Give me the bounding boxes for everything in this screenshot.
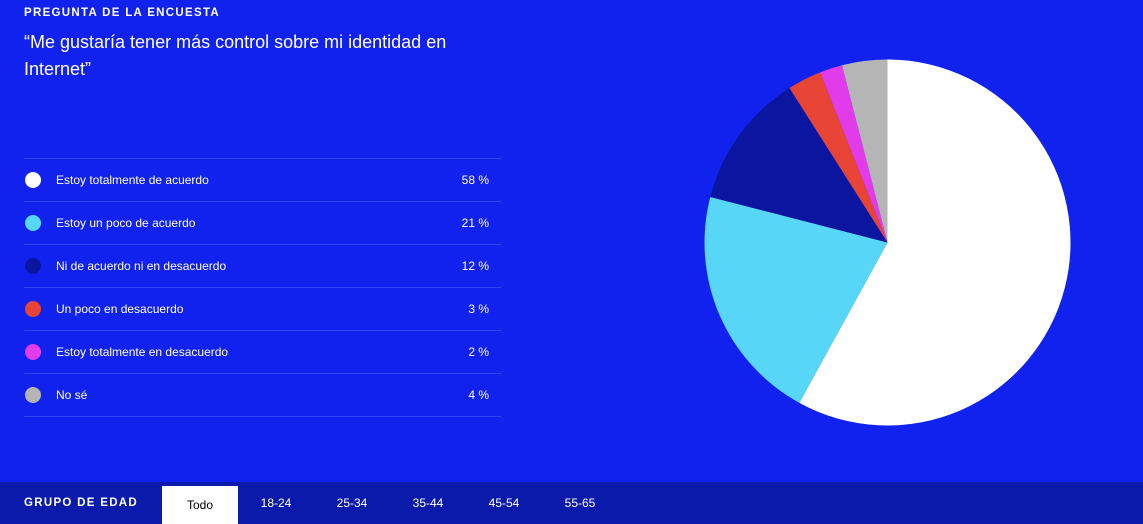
legend-item[interactable]: Estoy totalmente en desacuerdo 2 % [24,331,501,374]
pie-slice[interactable] [820,65,888,243]
pie-chart-container [700,55,1075,430]
legend-value: 3 % [468,302,489,316]
legend-value: 12 % [461,259,489,273]
legend-label: Estoy totalmente en desacuerdo [56,345,229,359]
legend-item[interactable]: Ni de acuerdo ni en desacuerdo 12 % [24,245,501,288]
legend-label: Un poco en desacuerdo [56,302,184,316]
legend-label: Ni de acuerdo ni en desacuerdo [56,259,227,273]
legend-swatch [25,387,41,403]
legend-swatch [25,258,41,274]
chart-legend: Estoy totalmente de acuerdo 58 % Estoy un … [24,158,501,417]
section-eyebrow: PREGUNTA DE LA ENCUESTA [24,7,221,19]
legend-value: 21 % [461,216,489,230]
pie-slice[interactable] [710,87,888,243]
survey-question: “Me gustaría tener más control sobre mi … [24,32,447,79]
legend-swatch [25,172,41,188]
pie-slice[interactable] [841,59,888,243]
tab-age-group[interactable]: 45-54 [488,496,520,510]
pie-slice[interactable] [799,59,1071,426]
age-group-tabs: Todo 18-24 25-34 35-44 45-54 55-65 [162,482,618,524]
legend-value: 4 % [468,388,489,402]
age-group-filter-bar: GRUPO DE EDAD Todo 18-24 25-34 35-44 45-54 55… [0,482,1143,524]
legend-item[interactable]: Estoy totalmente de acuerdo 58 % [24,159,501,202]
pie-slice[interactable] [704,196,888,403]
tab-age-group[interactable]: 35-44 [412,496,444,510]
tab-age-group[interactable]: Todo [162,486,238,524]
legend-item[interactable]: No sé 4 % [24,374,501,417]
legend-swatch [25,215,41,231]
legend-swatch [25,344,41,360]
legend-item[interactable]: Estoy un poco de acuerdo 21 % [24,202,501,245]
age-group-label: GRUPO DE EDAD [24,497,139,509]
pie-slice[interactable] [789,72,888,243]
legend-label: No sé [56,388,88,402]
tab-age-group[interactable]: 18-24 [260,496,292,510]
pie-chart [704,59,1071,426]
legend-label: Estoy un poco de acuerdo [56,216,196,230]
legend-label: Estoy totalmente de acuerdo [56,173,209,187]
legend-value: 2 % [468,345,489,359]
tab-age-group[interactable]: 25-34 [336,496,368,510]
legend-swatch [25,301,41,317]
tab-age-group[interactable]: 55-65 [564,496,596,510]
legend-item[interactable]: Un poco en desacuerdo 3 % [24,288,501,331]
legend-value: 58 % [461,173,489,187]
